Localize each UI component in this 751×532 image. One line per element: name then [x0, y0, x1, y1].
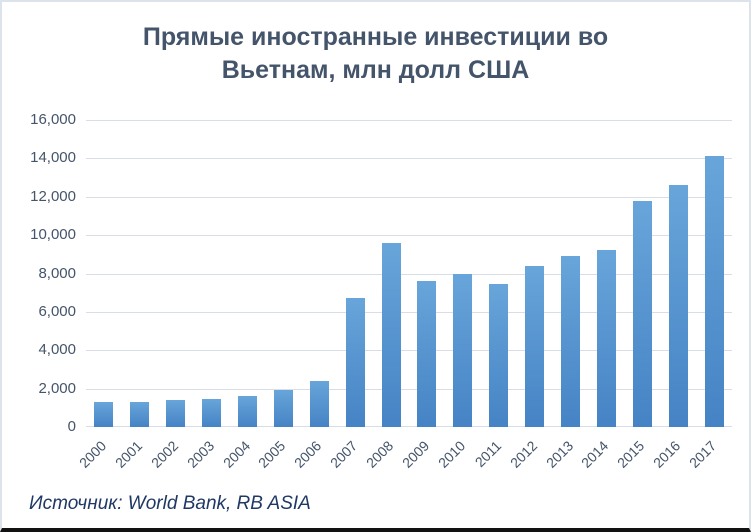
y-axis-label-10000: 10,000	[30, 226, 76, 244]
y-axis-label-6000: 6,000	[38, 302, 76, 320]
bar-2014	[596, 250, 616, 427]
y-axis-label-12000: 12,000	[30, 187, 76, 205]
x-axis: 2000 2001 2002 2003 2004 2005 2006 2007 2008 2009…	[76, 428, 732, 480]
x-axis-label-2017: 2017	[686, 437, 720, 471]
chart-title-line-2: Вьетнам, млн долл США	[221, 56, 530, 84]
y-axis-label-14000: 14,000	[30, 149, 76, 167]
bar-2006	[309, 380, 329, 427]
gridline-0	[86, 426, 732, 427]
bar-2005	[273, 389, 293, 427]
y-axis-label-0: 0	[67, 418, 76, 435]
x-axis-label-2009: 2009	[398, 437, 433, 471]
y-axis: 0 2,000 4,000 6,000 8,000 10,000 12,000 14,000 1…	[2, 111, 78, 435]
plot-area	[86, 120, 732, 427]
x-axis-label-2003: 2003	[183, 437, 217, 471]
x-axis-label-2014: 2014	[578, 437, 612, 471]
bar-2009	[417, 281, 437, 427]
x-axis-label-2002: 2002	[147, 437, 182, 471]
bar-2016	[668, 185, 688, 427]
bar-2008	[381, 243, 401, 427]
x-axis-label-2001: 2001	[111, 437, 146, 471]
y-axis-label-2000: 2,000	[38, 379, 76, 397]
bar-2013	[561, 256, 580, 427]
x-axis-label-2000: 2000	[75, 437, 110, 471]
gridline-14000	[86, 158, 732, 160]
bar-2007	[345, 298, 365, 427]
y-axis-label-8000: 8,000	[38, 264, 76, 282]
x-axis-label-2008: 2008	[363, 437, 397, 471]
x-axis-label-2015: 2015	[614, 437, 648, 471]
source-note: Источник: World Bank, RB ASIA	[29, 493, 311, 514]
bar-2010	[453, 273, 473, 427]
bar-2003	[202, 399, 222, 427]
gridline-16000	[86, 120, 732, 121]
x-axis-label-2004: 2004	[219, 437, 253, 471]
x-axis-label-2006: 2006	[291, 437, 325, 471]
gridline-12000	[86, 196, 732, 198]
x-axis-label-2012: 2012	[506, 437, 540, 471]
gridline-8000	[86, 273, 732, 275]
chart-title: Прямые иностранные инвестиции во Вьетнам…	[2, 21, 749, 87]
x-axis-label-2007: 2007	[327, 437, 361, 471]
bar-2017	[704, 156, 724, 427]
gridline-6000	[86, 311, 732, 313]
y-axis-label-4000: 4,000	[38, 341, 76, 359]
x-axis-label-2010: 2010	[434, 437, 469, 471]
bar-2011	[489, 284, 509, 427]
gridline-4000	[86, 350, 732, 352]
x-axis-label-2016: 2016	[650, 437, 684, 471]
x-axis-label-2013: 2013	[542, 437, 576, 471]
bar-2015	[632, 200, 652, 427]
bar-2004	[238, 396, 257, 427]
chart-title-line-1: Прямые иностранные инвестиции во	[142, 23, 609, 51]
bar-2000	[94, 402, 114, 427]
gridline-2000	[86, 388, 732, 390]
x-axis-label-2011: 2011	[471, 437, 505, 471]
bar-2012	[525, 266, 545, 427]
gridline-10000	[86, 235, 732, 237]
x-axis-label-2005: 2005	[255, 437, 289, 471]
bar-2001	[130, 402, 150, 427]
bar-2002	[166, 400, 186, 427]
y-axis-label-16000: 16,000	[30, 111, 76, 128]
